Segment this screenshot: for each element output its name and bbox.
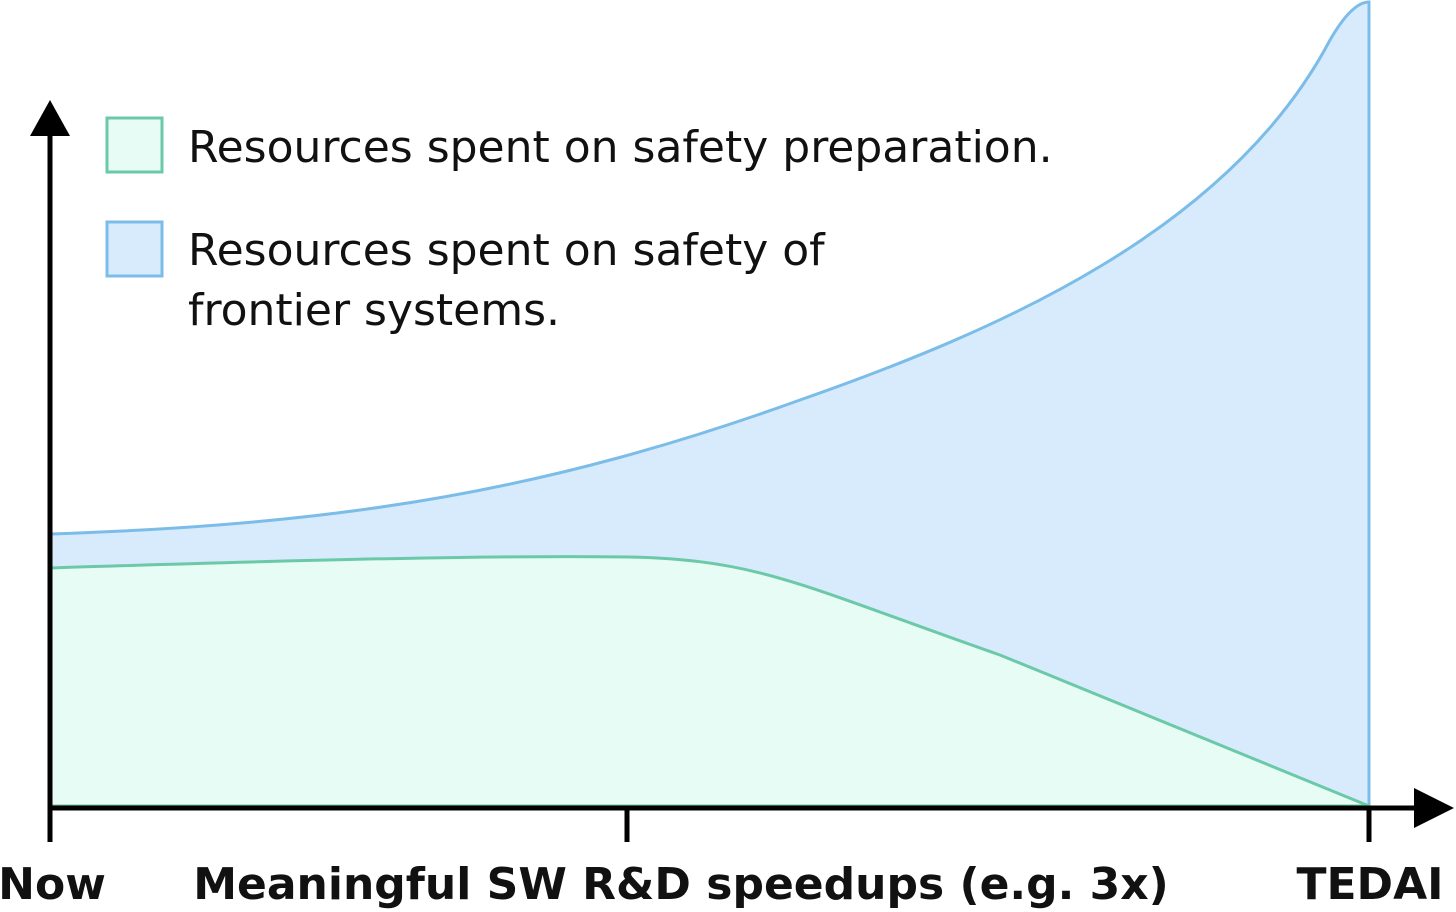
- y-axis-arrow: [30, 100, 70, 136]
- legend-label: Resources spent on safety preparation.: [188, 122, 1053, 173]
- legend-swatch: [105, 220, 164, 278]
- x-axis-arrow: [1414, 788, 1454, 828]
- legend-swatch: [105, 116, 164, 174]
- x-label: TEDAI: [1296, 859, 1443, 910]
- legend-label: frontier systems.: [188, 285, 560, 336]
- legend-label: Resources spent on safety of: [188, 225, 826, 276]
- preparation-area: [48, 555, 1370, 808]
- x-label: Now: [0, 859, 106, 910]
- x-label: Meaningful SW R&D speedups (e.g. 3x): [193, 859, 1169, 910]
